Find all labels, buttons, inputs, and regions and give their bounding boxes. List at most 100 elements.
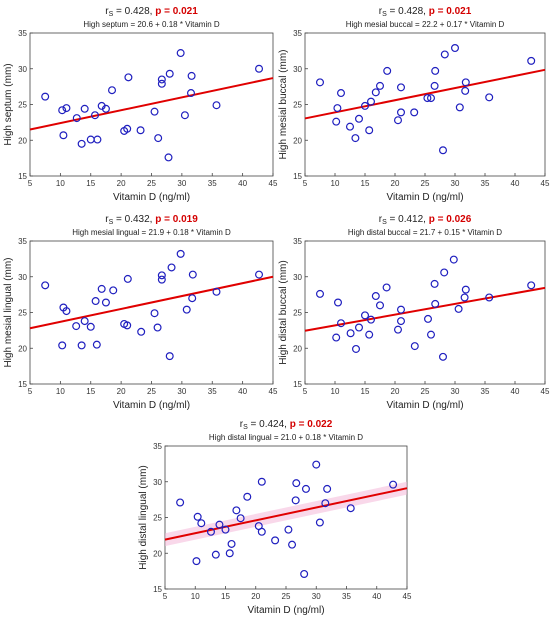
x-tick-label: 15 — [86, 387, 95, 396]
data-point — [367, 315, 376, 324]
data-point — [410, 342, 419, 351]
y-tick-label: 25 — [18, 309, 27, 318]
x-tick-label: 15 — [221, 592, 230, 601]
data-point — [440, 268, 449, 277]
regression-line — [164, 487, 408, 541]
x-tick-label: 5 — [163, 592, 168, 601]
data-point — [227, 539, 236, 548]
data-point — [193, 512, 202, 521]
data-point — [355, 323, 364, 332]
data-point — [97, 284, 106, 293]
data-point — [165, 352, 174, 361]
x-tick-label: 30 — [177, 179, 186, 188]
data-point — [101, 298, 110, 307]
y-tick-label: 30 — [293, 273, 302, 282]
y-tick-label: 30 — [293, 65, 302, 74]
data-point — [62, 104, 71, 113]
y-axis-label: High distal lingual (mm) — [138, 465, 149, 569]
data-point — [77, 139, 86, 148]
rs-symbol: r — [379, 6, 383, 17]
p-value: p = 0.026 — [429, 214, 472, 225]
rs-subscript: S — [382, 219, 387, 226]
data-point — [188, 294, 197, 303]
data-point — [157, 271, 166, 280]
data-point — [41, 281, 50, 290]
x-tick-label: 40 — [511, 387, 520, 396]
data-point — [323, 484, 332, 493]
x-tick-label: 35 — [208, 387, 217, 396]
x-tick-label: 40 — [372, 592, 381, 601]
data-point — [123, 274, 132, 283]
x-tick-label: 20 — [251, 592, 260, 601]
data-point — [164, 153, 173, 162]
x-tick-label: 10 — [56, 387, 65, 396]
x-tick-label: 20 — [117, 387, 126, 396]
x-tick-label: 10 — [191, 592, 200, 601]
x-tick-label: 40 — [511, 179, 520, 188]
x-tick-label: 15 — [361, 387, 370, 396]
chart-panel-2: rS = 0.428, p = 0.021 High mesial buccal … — [278, 6, 550, 203]
y-tick-label: 20 — [293, 136, 302, 145]
data-point — [485, 93, 494, 102]
x-tick-label: 10 — [331, 179, 340, 188]
data-point — [165, 69, 174, 78]
y-tick-label: 35 — [153, 442, 162, 451]
rs-subscript: S — [382, 11, 387, 18]
y-tick-label: 15 — [18, 172, 27, 181]
data-point — [188, 270, 197, 279]
data-point — [72, 322, 81, 331]
data-point — [389, 480, 398, 489]
data-point — [361, 311, 370, 320]
data-point — [157, 75, 166, 84]
p-value: p = 0.021 — [429, 6, 472, 17]
data-point — [93, 135, 102, 144]
data-point — [137, 327, 146, 336]
plot-frame — [304, 240, 546, 385]
rs-symbol: r — [379, 214, 383, 225]
regression-line — [29, 275, 274, 330]
y-tick-label: 20 — [18, 136, 27, 145]
data-point — [288, 540, 297, 549]
y-tick-label: 35 — [18, 237, 27, 246]
y-axis-label: High mesial lingual (mm) — [3, 257, 14, 367]
data-point — [455, 103, 464, 112]
data-point — [212, 101, 221, 110]
rs-subscript: S — [109, 219, 114, 226]
rs-subscript: S — [109, 11, 114, 18]
data-point — [383, 66, 392, 75]
y-tick-label: 25 — [18, 101, 27, 110]
x-axis-label: Vitamin D (ng/ml) — [113, 192, 190, 203]
y-tick-label: 35 — [293, 237, 302, 246]
data-point — [77, 341, 86, 350]
y-tick-label: 15 — [153, 585, 162, 594]
data-point — [334, 298, 343, 307]
correlation-header: rS = 0.432, p = 0.019 — [105, 214, 198, 226]
data-point — [316, 289, 325, 298]
x-tick-label: 30 — [312, 592, 321, 601]
data-point — [41, 92, 50, 101]
rs-value: = 0.412, — [387, 214, 429, 225]
x-tick-label: 20 — [391, 387, 400, 396]
y-tick-label: 30 — [153, 478, 162, 487]
p-value: p = 0.021 — [155, 6, 198, 17]
data-point — [439, 146, 448, 155]
data-point — [355, 114, 364, 123]
data-point — [91, 111, 100, 120]
x-tick-label: 10 — [56, 179, 65, 188]
y-axis-label: High distal buccal (mm) — [278, 260, 289, 364]
data-point — [454, 304, 463, 313]
data-point — [346, 504, 355, 513]
data-point — [255, 270, 264, 279]
y-tick-label: 25 — [153, 514, 162, 523]
x-tick-label: 25 — [282, 592, 291, 601]
data-point — [167, 263, 176, 272]
x-tick-label: 35 — [481, 179, 490, 188]
y-axis-label: High septum (mm) — [3, 63, 14, 145]
data-point — [427, 330, 436, 339]
data-point — [332, 117, 341, 126]
y-tick-label: 35 — [18, 29, 27, 38]
data-point — [449, 255, 458, 264]
data-point — [80, 104, 89, 113]
data-point — [108, 86, 117, 95]
